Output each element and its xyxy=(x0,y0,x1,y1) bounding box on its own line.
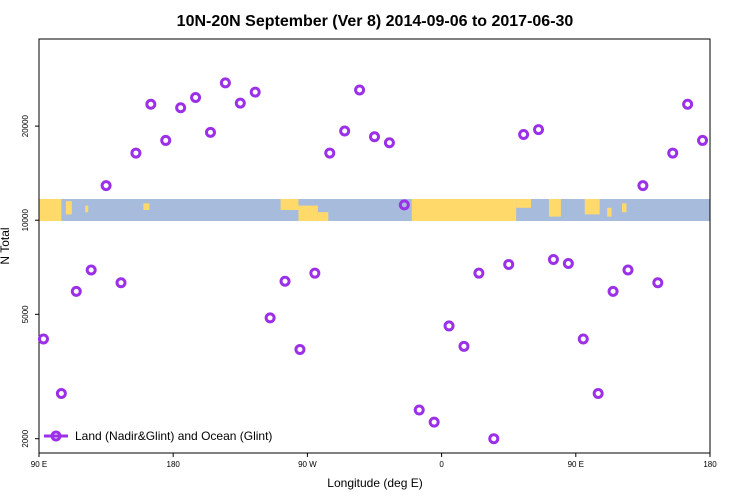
chart-title: 10N-20N September (Ver 8) 2014-09-06 to … xyxy=(177,13,574,30)
data-point xyxy=(145,98,157,110)
data-point xyxy=(667,147,679,159)
x-tick-label: 90 E xyxy=(568,460,584,469)
data-point xyxy=(383,137,395,149)
data-point xyxy=(234,97,246,109)
data-point xyxy=(37,333,49,345)
data-point xyxy=(354,84,366,96)
data-point xyxy=(518,129,530,141)
data-point xyxy=(130,147,142,159)
y-axis: 2000 5000 10000 20000 xyxy=(21,114,39,448)
data-point xyxy=(533,124,545,136)
data-point xyxy=(577,333,589,345)
data-point xyxy=(204,126,216,138)
land-mass xyxy=(39,199,62,221)
y-tick-label: 2000 xyxy=(21,429,30,447)
data-point xyxy=(622,264,634,276)
land-mass xyxy=(607,207,612,217)
ocean-strip xyxy=(39,199,710,221)
data-point xyxy=(443,320,455,332)
land-mass xyxy=(85,205,89,213)
data-point xyxy=(428,416,440,428)
data-point xyxy=(85,264,97,276)
land-mass xyxy=(317,212,329,221)
data-point xyxy=(55,388,67,400)
plot-frame xyxy=(38,38,711,454)
data-point xyxy=(637,180,649,192)
data-point xyxy=(70,285,82,297)
data-point xyxy=(398,199,410,211)
data-point xyxy=(190,91,202,103)
y-axis-label: N Total xyxy=(0,227,12,264)
x-tick-label: 0 xyxy=(439,460,444,469)
x-tick-label: 180 xyxy=(703,460,717,469)
y-tick-label: 20000 xyxy=(21,114,30,137)
data-point xyxy=(324,147,336,159)
x-axis: 90 E 180 90 W 0 90 E 180 xyxy=(31,453,717,469)
data-point xyxy=(100,180,112,192)
land-mass xyxy=(516,199,532,208)
land-mass xyxy=(584,199,600,215)
data-point xyxy=(473,267,485,279)
legend: Land (Nadir&Glint) and Ocean (Glint) xyxy=(44,429,272,443)
data-point xyxy=(547,253,559,265)
data-point xyxy=(175,102,187,114)
data-point xyxy=(115,277,127,289)
data-point xyxy=(294,343,306,355)
data-point xyxy=(458,340,470,352)
data-point xyxy=(682,98,694,110)
data-point xyxy=(562,258,574,270)
data-point xyxy=(339,125,351,137)
x-tick-label: 90 E xyxy=(31,460,47,469)
land-mass xyxy=(280,199,299,210)
data-point xyxy=(607,285,619,297)
land-mass xyxy=(143,203,150,210)
x-tick-label: 90 W xyxy=(298,460,317,469)
land-mass xyxy=(548,199,561,217)
map-band xyxy=(39,199,710,221)
data-point xyxy=(309,267,321,279)
y-tick-label: 10000 xyxy=(21,209,30,232)
y-tick-label: 5000 xyxy=(21,305,30,323)
data-point xyxy=(652,277,664,289)
land-mass xyxy=(411,199,517,221)
land-mass xyxy=(622,203,627,213)
data-point xyxy=(219,77,231,89)
data-point xyxy=(592,388,604,400)
data-point xyxy=(369,131,380,143)
data-point xyxy=(279,275,291,287)
legend-swatch-marker xyxy=(50,430,62,442)
data-point xyxy=(488,433,500,445)
data-point xyxy=(160,134,172,146)
data-points xyxy=(37,77,709,445)
x-axis-label: Longitude (deg E) xyxy=(327,476,422,490)
data-point xyxy=(264,312,276,324)
data-point xyxy=(697,134,709,146)
land-mass xyxy=(65,201,72,215)
data-point xyxy=(503,258,515,270)
x-tick-label: 180 xyxy=(167,460,181,469)
data-point xyxy=(413,404,425,416)
data-point xyxy=(249,86,261,98)
legend-label: Land (Nadir&Glint) and Ocean (Glint) xyxy=(75,429,272,443)
land-mass xyxy=(298,205,318,221)
